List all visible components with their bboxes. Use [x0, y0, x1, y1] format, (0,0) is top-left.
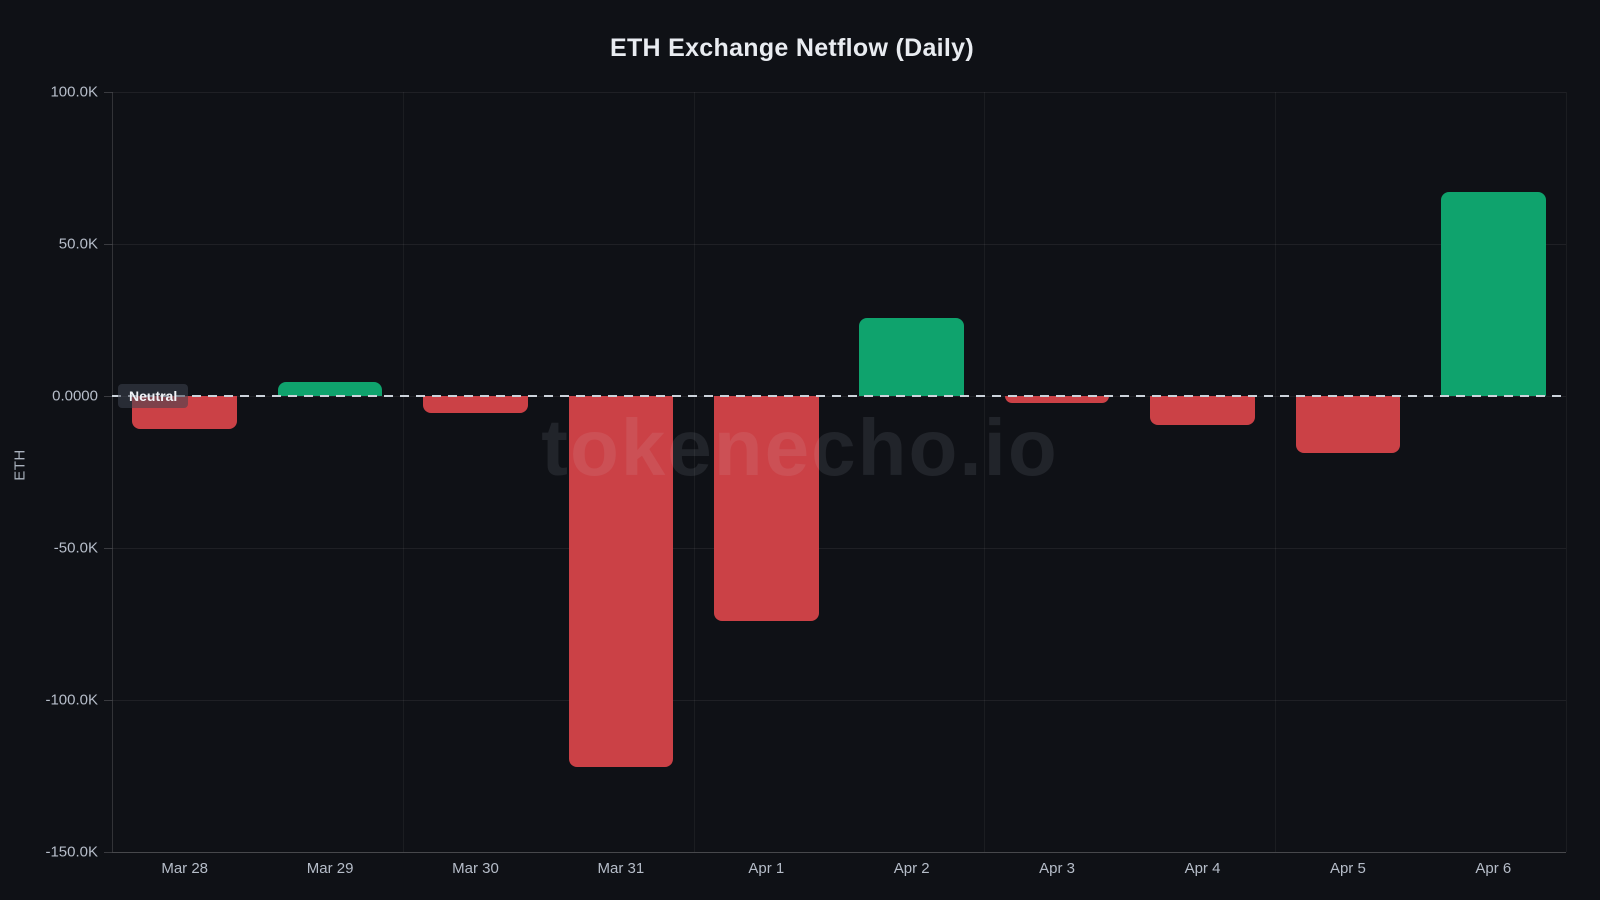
zero-dashed-line — [112, 395, 1566, 397]
y-tick-mark — [104, 244, 112, 245]
bar-apr-2[interactable] — [859, 317, 965, 396]
x-tick-label: Apr 3 — [1039, 860, 1076, 877]
bar-apr-3[interactable] — [1004, 396, 1110, 403]
gridline-vertical — [402, 92, 404, 852]
x-axis-line — [112, 852, 1566, 853]
neutral-zero-badge: Neutral — [118, 384, 189, 408]
bar-mar-29[interactable] — [277, 382, 383, 396]
x-tick-label: Mar 31 — [597, 860, 645, 877]
x-tick-label: Mar 28 — [161, 860, 209, 877]
y-tick-label: 100.0K — [50, 83, 98, 101]
y-tick-label: -150.0K — [45, 843, 98, 861]
y-tick-label: -50.0K — [53, 539, 98, 557]
y-tick-mark — [104, 852, 112, 853]
x-tick-label: Apr 1 — [748, 860, 785, 877]
x-tick-label: Mar 30 — [452, 860, 499, 877]
bar-apr-1[interactable] — [713, 396, 819, 621]
bar-mar-31[interactable] — [568, 396, 674, 767]
x-tick-label: Apr 4 — [1184, 860, 1221, 877]
bar-apr-4[interactable] — [1150, 396, 1255, 425]
y-tick-mark — [104, 92, 112, 93]
x-tick-label: Apr 2 — [893, 860, 930, 877]
gridline-vertical — [112, 92, 113, 852]
x-tick-label: Apr 5 — [1329, 860, 1366, 877]
gridline-vertical — [1275, 92, 1277, 852]
y-tick-mark — [104, 700, 112, 701]
y-tick-label: 50.0K — [58, 235, 98, 253]
gridline-horizontal — [112, 852, 1566, 853]
gridline-vertical — [984, 92, 986, 852]
gridline-vertical — [693, 92, 695, 852]
y-axis-line — [112, 92, 113, 852]
bar-apr-5[interactable] — [1295, 396, 1401, 453]
x-tick-label: Mar 29 — [306, 860, 354, 877]
x-tick-label: Apr 6 — [1475, 860, 1512, 877]
bar-apr-6[interactable] — [1440, 192, 1546, 396]
bar-mar-30[interactable] — [423, 396, 528, 414]
y-tick-label: 0.0000 — [52, 387, 98, 405]
y-tick-label: -100.0K — [45, 691, 98, 709]
y-tick-mark — [104, 548, 112, 549]
y-tick-mark — [104, 396, 112, 397]
y-axis-title: ETH — [11, 449, 29, 481]
gridline-horizontal — [112, 700, 1566, 701]
chart-title: ETH Exchange Netflow (Daily) — [609, 34, 974, 62]
plot-area: Neutral — [112, 92, 1567, 853]
gridline-vertical — [1566, 92, 1567, 852]
gridline-horizontal — [112, 92, 1566, 93]
gridline-horizontal — [112, 244, 1566, 245]
gridline-horizontal — [112, 548, 1566, 549]
